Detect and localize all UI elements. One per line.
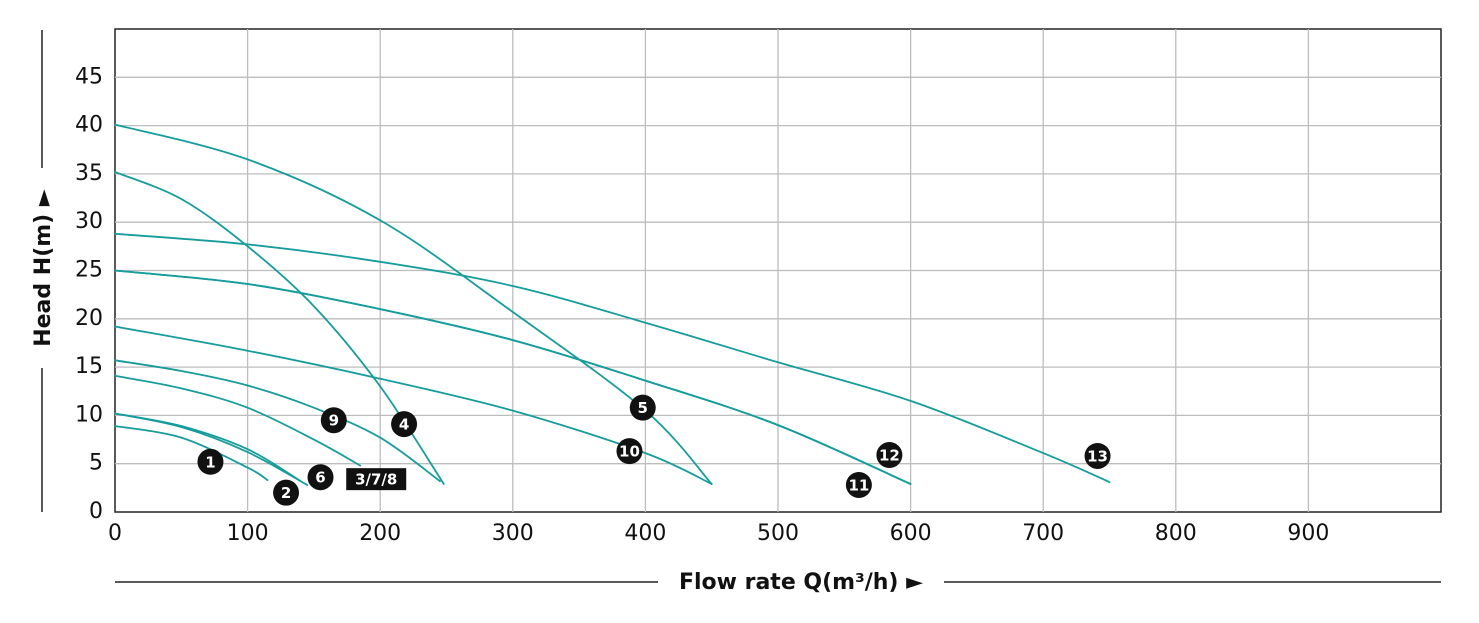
- y-tick-label: 30: [75, 209, 103, 234]
- x-axis-title: Flow rate Q(m³/h) ►: [679, 570, 923, 595]
- curve-label-circle: [1084, 442, 1111, 469]
- curve-label-text: 6: [315, 469, 325, 487]
- curve-label-1: 1: [197, 448, 224, 475]
- series-line-13: [114, 232, 1111, 483]
- y-tick-label: 20: [75, 306, 103, 331]
- curve-label-text: 5: [638, 399, 648, 417]
- curve-label-text: 10: [619, 443, 640, 461]
- curve-label-text: 9: [329, 412, 339, 430]
- curve-label-box: [346, 468, 407, 491]
- curve-label-circle: [876, 442, 903, 469]
- series-line-3-7-8: [114, 412, 309, 486]
- series-line-12: [114, 269, 912, 485]
- y-tick-label: 35: [75, 161, 103, 186]
- curve-label-circle: [845, 471, 872, 498]
- x-tick-label: 500: [757, 521, 799, 546]
- curve-label-5: 5: [629, 394, 656, 421]
- curve-label-text: 2: [281, 484, 291, 502]
- tick-labels: 0 100 200 300 400 500 600 700 800 900051015202530…: [75, 64, 1329, 546]
- curve-label-text: 12: [879, 447, 900, 465]
- y-tick-label: 45: [75, 64, 103, 89]
- curve-label-text: 11: [848, 476, 869, 494]
- curve-label-9: 9: [320, 407, 347, 434]
- y-tick-label: 25: [75, 258, 103, 283]
- curve-label-circle: [616, 438, 643, 465]
- curve-label-6: 6: [307, 464, 334, 491]
- x-tick-label: 400: [624, 521, 666, 546]
- curve-label-text: 1: [205, 453, 215, 471]
- curve-label-10: 10: [616, 438, 643, 465]
- series-lines: [114, 123, 1111, 486]
- y-tick-label: 15: [75, 354, 103, 379]
- y-tick-label: 5: [89, 451, 103, 476]
- x-tick-label: 800: [1155, 521, 1197, 546]
- curve-label-text: 13: [1087, 447, 1108, 465]
- x-tick-label: 700: [1022, 521, 1064, 546]
- y-tick-label: 10: [75, 402, 103, 427]
- curve-label-circle: [629, 394, 656, 421]
- curve-label-circle: [320, 407, 347, 434]
- x-tick-label: 600: [890, 521, 932, 546]
- x-tick-label: 0: [108, 521, 122, 546]
- curve-label-circle: [391, 411, 418, 438]
- y-tick-label: 0: [89, 499, 103, 524]
- curve-label-circle: [197, 448, 224, 475]
- curve-label-circle: [273, 479, 300, 506]
- y-tick-label: 40: [75, 113, 103, 138]
- series-line-10: [114, 325, 713, 485]
- x-tick-label: 300: [492, 521, 534, 546]
- curve-label-4: 4: [391, 411, 418, 438]
- curve-label-13: 13: [1084, 442, 1111, 469]
- series-line-6: [114, 374, 362, 467]
- curve-label-3-7-8: 3/7/8: [346, 468, 407, 491]
- y-axis-title: Head H(m) ►: [31, 189, 56, 347]
- series-line-9: [114, 359, 441, 482]
- x-tick-label: 100: [227, 521, 269, 546]
- curve-label-text: 3/7/8: [355, 471, 397, 489]
- curve-label-2: 2: [273, 479, 300, 506]
- grid: [115, 29, 1441, 512]
- curve-label-12: 12: [876, 442, 903, 469]
- series-line-4: [114, 171, 445, 485]
- curve-label-circle: [307, 464, 334, 491]
- x-tick-label: 900: [1287, 521, 1329, 546]
- curve-label-11: 11: [845, 471, 872, 498]
- x-tick-label: 200: [359, 521, 401, 546]
- curve-label-text: 4: [399, 416, 409, 434]
